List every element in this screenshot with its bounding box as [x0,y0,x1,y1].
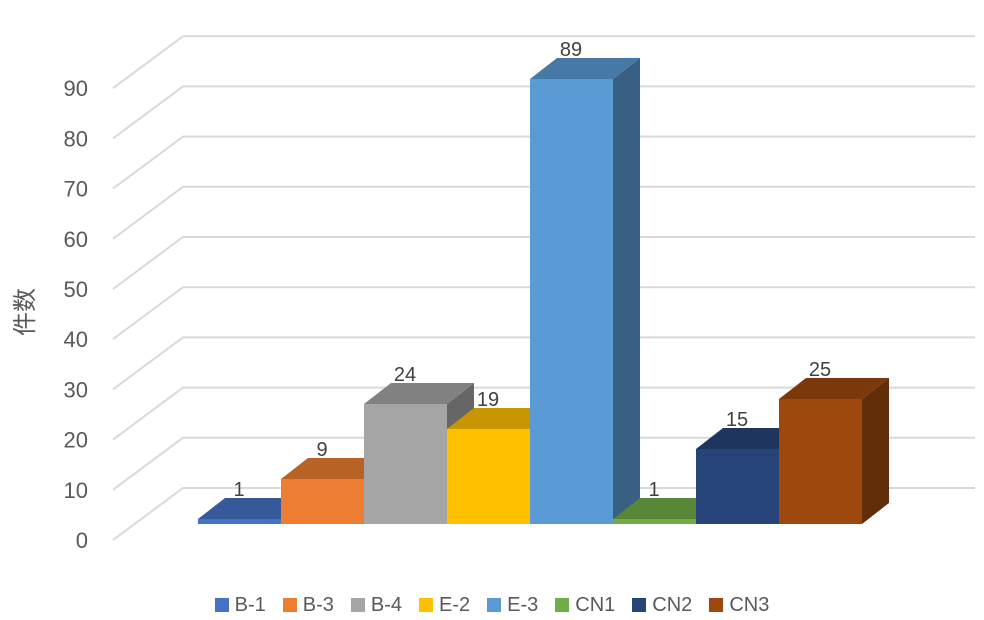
legend-item: B-3 [282,593,334,617]
gridline [112,85,975,140]
legend-swatch [632,598,647,612]
legend-item: CN3 [709,594,769,617]
bar-front [198,519,281,524]
legend-label: B-4 [370,593,403,616]
y-tick-label: 20 [64,428,88,453]
bar-top [198,498,308,519]
gridline [112,236,975,290]
data-label: 25 [809,359,831,381]
bar-top [530,58,640,79]
legend-item: B-1 [214,593,266,617]
bar-top [613,498,723,519]
legend-item: B-4 [350,593,403,617]
bar-side [862,378,889,524]
bar-front [447,429,530,524]
data-label: 24 [394,364,416,386]
bar-front [281,479,364,524]
y-axis-label: 件数 [11,288,39,336]
y-tick-label: 70 [64,177,88,202]
data-label: 1 [233,479,244,501]
bar-top [281,458,391,479]
legend-swatch [487,598,502,612]
y-tick-label: 80 [64,126,88,151]
legend-swatch [709,598,724,612]
data-label: 9 [316,439,327,461]
legend-item: E-2 [419,594,470,617]
legend-swatch [350,598,365,612]
y-axis-ticks: 0 10 20 30 40 50 60 70 80 90 [64,76,88,553]
gridline [112,386,975,441]
gridline [112,135,975,190]
y-tick-label: 30 [64,377,88,402]
bar-front [530,79,613,524]
bar-top [696,428,806,449]
y-tick-label: 0 [76,528,88,553]
bar-top [779,378,889,399]
legend: B-1 B-3 B-4 E-2 E-3 CN1 CN2 CN3 [0,590,984,620]
y-tick-label: 40 [64,327,88,352]
data-label: 1 [648,479,659,501]
legend-item: E-3 [487,594,538,617]
legend-swatch [214,598,229,612]
legend-label: CN3 [729,593,770,616]
bar-top [364,383,474,404]
bar-e-3 [530,58,640,524]
bar-front [364,404,447,524]
legend-swatch [282,598,297,612]
y-tick-label: 90 [64,76,88,101]
y-tick-label: 60 [64,227,88,252]
data-label: 15 [726,409,748,431]
legend-label: E-3 [507,593,539,616]
gridlines [112,35,975,541]
legend-label: E-2 [439,593,471,616]
legend-item: CN2 [632,594,692,617]
bar-side [613,58,640,524]
bar-front [696,449,779,524]
y-tick-label: 50 [64,277,88,302]
legend-label: CN2 [652,593,693,616]
gridline [112,35,975,90]
data-label: 19 [477,389,499,411]
legend-swatch [419,598,434,612]
legend-label: B-3 [302,593,334,616]
gridline [112,336,975,391]
legend-swatch [555,598,570,612]
legend-item: CN1 [555,594,615,617]
bar-top [447,408,557,429]
legend-label: B-1 [234,593,266,616]
legend-label: CN1 [575,593,616,616]
bar-front [613,519,696,524]
bar-cn3 [779,378,889,524]
gridline [112,185,975,240]
gridline [112,286,975,341]
data-label: 89 [560,39,582,61]
bar-front [779,399,862,524]
y-tick-label: 10 [64,478,88,503]
bars [198,58,889,524]
